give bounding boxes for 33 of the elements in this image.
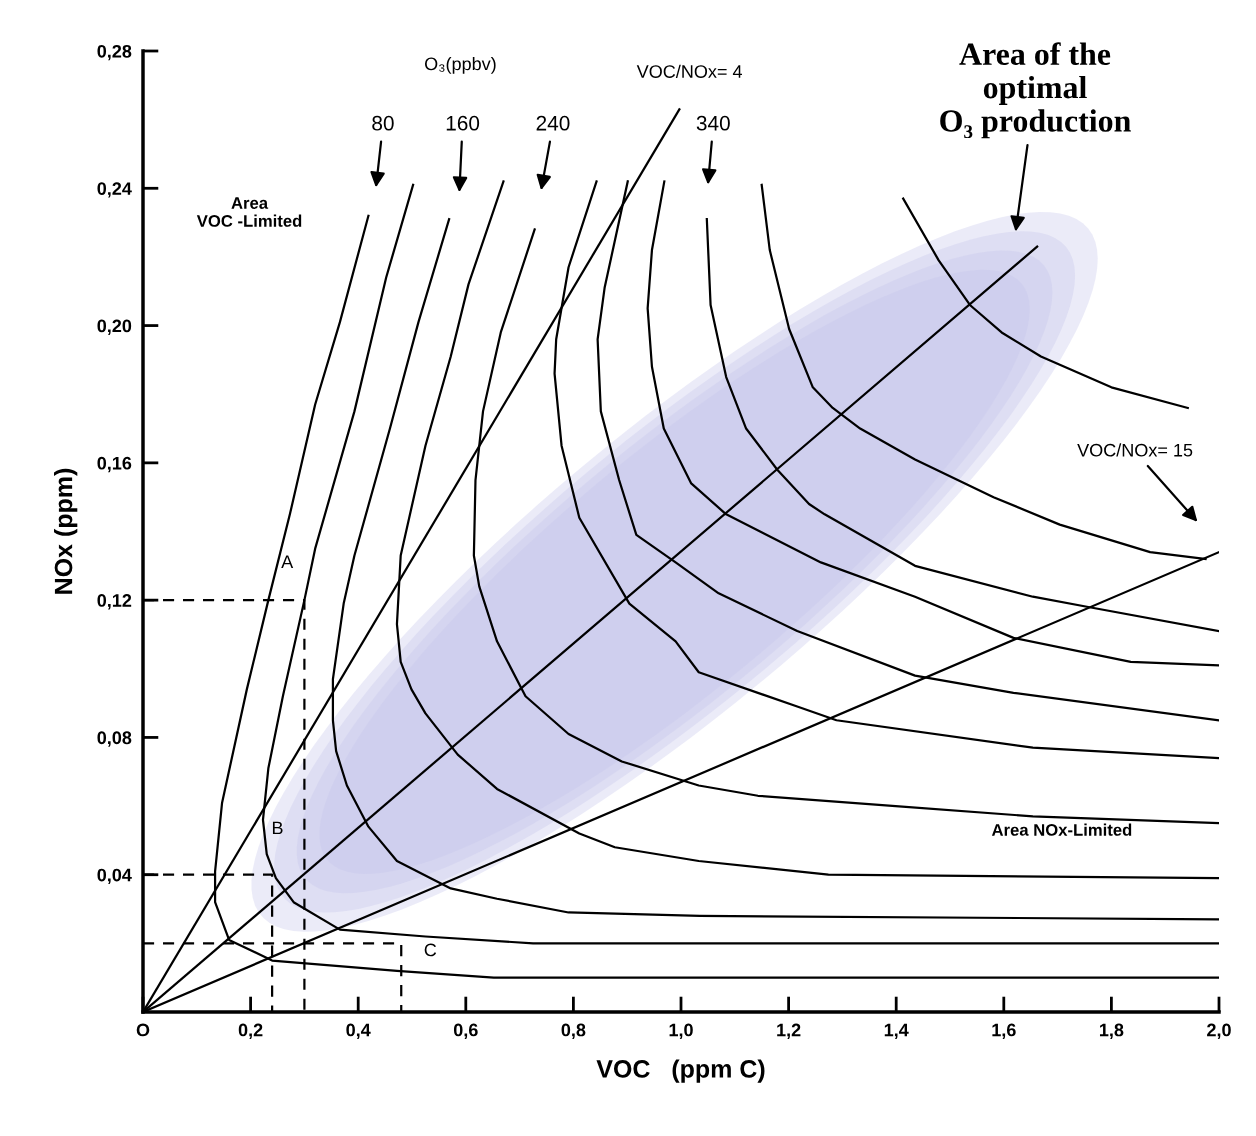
annotation: VOC/NOx= 4 [636, 64, 743, 78]
annotation: 340 [696, 115, 730, 131]
y-tick-label: 0,08 [97, 731, 132, 747]
x-tick-label: O [136, 1023, 150, 1037]
annotation: O₃(ppbv) [424, 57, 496, 74]
annotation: C [424, 943, 437, 957]
x-tick-label: 1,4 [884, 1023, 909, 1039]
x-tick-label: 0,8 [561, 1023, 586, 1039]
annotation: Area VOC -Limited [196, 197, 302, 227]
y-tick-label: 0,04 [97, 868, 132, 885]
x-tick-label: 1,0 [669, 1023, 693, 1039]
x-tick-label: 1,6 [992, 1023, 1016, 1039]
x-tick-label: 0,4 [346, 1023, 371, 1039]
y-tick-label: 0,20 [97, 319, 132, 335]
annotation: B [272, 821, 283, 835]
x-axis-title: VOC (ppm C) [596, 1059, 765, 1083]
x-tick-label: 0,2 [238, 1023, 263, 1039]
x-tick-label: 1,8 [1099, 1023, 1124, 1039]
y-axis-title: NOx (ppm) [54, 468, 78, 594]
annotation: VOC/NOx= 15 [1077, 443, 1193, 457]
x-tick-label: 1,2 [777, 1023, 801, 1039]
x-tick-label: 0,6 [453, 1023, 478, 1039]
y-tick-label: 0,16 [97, 456, 132, 473]
x-tick-label: 2,0 [1207, 1023, 1231, 1039]
y-tick-label: 0,24 [97, 182, 132, 198]
annotation: 80 [372, 115, 394, 131]
annotation: Area of the optimal O₃ production [940, 42, 1131, 139]
annotation: Area NOx-Limited [991, 823, 1132, 836]
annotation: 240 [536, 115, 570, 131]
annotation: A [281, 555, 294, 568]
y-tick-label: 0,12 [97, 594, 132, 610]
annotation: 160 [446, 115, 480, 131]
y-tick-label: 0,28 [97, 44, 132, 61]
